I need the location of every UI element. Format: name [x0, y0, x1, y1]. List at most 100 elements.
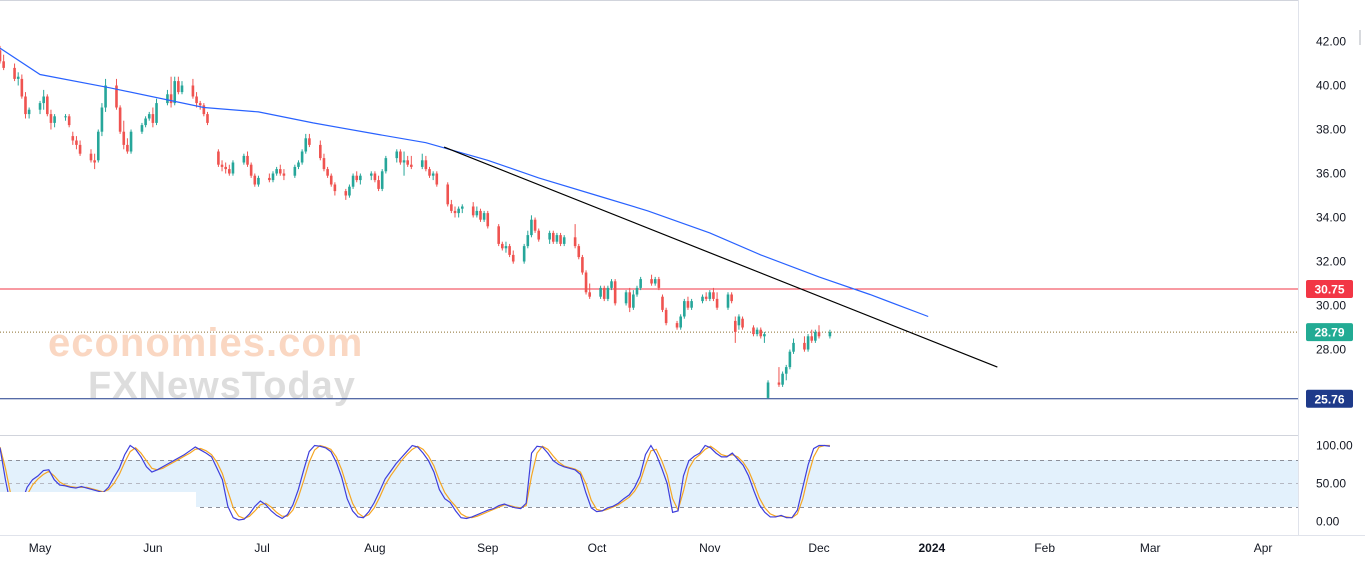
candle — [817, 325, 821, 339]
candle — [122, 120, 126, 150]
candle — [53, 114, 56, 128]
candle-body — [89, 153, 93, 161]
candle-body — [581, 257, 584, 273]
candle-body — [479, 210, 482, 220]
candle-body — [460, 206, 464, 209]
candle-body — [548, 232, 551, 240]
candle — [424, 155, 428, 172]
candle — [777, 367, 781, 387]
candle-body — [817, 331, 821, 337]
candle-body — [93, 160, 96, 163]
candle-body — [610, 281, 613, 288]
candle-body — [16, 76, 20, 79]
candle — [584, 270, 588, 295]
candle — [24, 92, 27, 119]
candle-body — [246, 155, 249, 165]
candle — [329, 173, 333, 187]
candle — [2, 54, 5, 71]
x-axis-month-label: Feb — [1034, 541, 1055, 555]
candle-body — [537, 230, 541, 240]
candle-body — [140, 125, 144, 132]
stochastic-axis-tick-label: 0.00 — [1316, 515, 1340, 529]
candle — [38, 100, 42, 115]
candle — [577, 243, 581, 260]
candle — [275, 166, 278, 176]
y-axis-tick-label: 36.00 — [1316, 167, 1346, 181]
candle-body — [602, 287, 606, 299]
candle — [104, 78, 107, 112]
candle-body — [271, 173, 275, 181]
candle-body — [319, 144, 322, 159]
stochastic-d-line — [0, 444, 830, 520]
candle — [428, 166, 431, 178]
candle — [89, 149, 93, 163]
candle-body — [715, 298, 719, 308]
candle — [653, 276, 657, 286]
candle-body — [228, 169, 231, 174]
candle-body — [122, 131, 126, 145]
candle-body — [278, 169, 282, 174]
candle — [606, 285, 610, 302]
candle — [20, 74, 24, 99]
candle — [573, 224, 577, 249]
candle — [96, 129, 100, 163]
candle-body — [169, 94, 173, 104]
candle-body — [726, 294, 730, 308]
x-axis-month-label: May — [29, 541, 52, 555]
candle — [548, 230, 551, 244]
candle — [704, 292, 708, 302]
candle-body — [504, 246, 508, 249]
candle — [457, 206, 460, 218]
candle — [126, 138, 129, 154]
price-badge: 30.75 — [1306, 280, 1353, 298]
candle — [297, 160, 300, 170]
candle — [460, 204, 464, 214]
candle-body — [53, 116, 56, 123]
candle-body — [806, 336, 810, 350]
candle-body — [373, 173, 377, 181]
candle-body — [733, 320, 737, 332]
candles — [0, 45, 832, 399]
candle-body — [435, 173, 439, 185]
candle — [559, 232, 562, 247]
candle-body — [275, 169, 278, 174]
candle — [373, 171, 377, 183]
candle-body — [46, 96, 49, 115]
candle — [67, 114, 71, 128]
candle — [562, 235, 566, 247]
candle — [581, 254, 584, 275]
candle-body — [304, 138, 308, 152]
candle-body — [333, 184, 337, 192]
candle-body — [27, 109, 31, 115]
candle — [784, 364, 788, 381]
candle-body — [406, 160, 409, 165]
candle — [46, 94, 49, 117]
candle-body — [752, 327, 755, 335]
candle-body — [551, 232, 555, 242]
candle-body — [395, 151, 399, 159]
candle — [377, 175, 380, 192]
candle-body — [147, 114, 151, 119]
moving-average-line — [0, 47, 929, 318]
candle-body — [64, 116, 67, 118]
candle — [781, 371, 784, 387]
candle-body — [792, 342, 795, 352]
candle — [246, 151, 249, 167]
candle — [198, 100, 202, 110]
watermark: economies.com FXNewsToday — [48, 321, 362, 407]
candle-body — [322, 158, 326, 170]
candle — [166, 89, 169, 106]
candle-body — [704, 296, 708, 299]
candle-body — [606, 287, 610, 299]
candle — [675, 320, 679, 330]
candle-body — [690, 301, 693, 308]
candle — [588, 283, 591, 299]
candle — [140, 122, 144, 134]
candle — [759, 327, 763, 339]
candle-body — [191, 85, 195, 97]
candle-body — [49, 114, 53, 123]
candle-body — [486, 213, 490, 227]
candle-body — [118, 107, 122, 132]
candle — [253, 173, 257, 187]
y-axis-tick-label: 40.00 — [1316, 79, 1346, 93]
